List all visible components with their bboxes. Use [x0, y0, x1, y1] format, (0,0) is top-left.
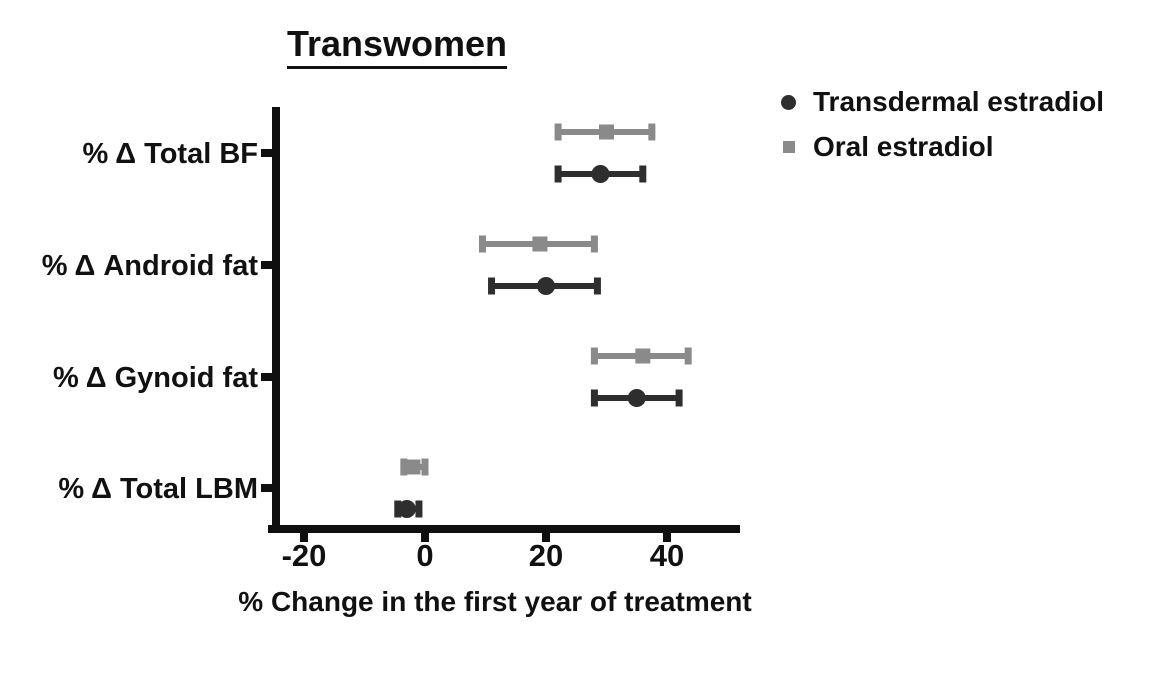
- y-tick: [261, 149, 272, 157]
- x-axis-line: [268, 525, 740, 533]
- square-marker-icon: [635, 348, 651, 364]
- x-tick: [421, 533, 429, 542]
- legend-item-oral: Oral estradiol: [781, 131, 1104, 162]
- x-tick-label: 0: [416, 538, 433, 573]
- square-marker-icon: [783, 141, 795, 153]
- chart-title-text: Transwomen: [286, 22, 508, 70]
- x-tick: [542, 533, 550, 542]
- y-tick: [261, 484, 272, 492]
- x-tick: [300, 533, 308, 542]
- square-marker-icon: [405, 459, 421, 475]
- category-label: % Δ Gynoid fat: [53, 362, 258, 394]
- chart-title: Transwomen: [252, 22, 542, 70]
- square-marker-icon: [532, 236, 548, 252]
- circle-marker-icon: [397, 500, 416, 518]
- x-tick: [663, 533, 671, 542]
- legend-label: Oral estradiol: [813, 131, 994, 162]
- square-marker-icon: [599, 124, 614, 140]
- y-tick: [261, 373, 272, 381]
- circle-marker-icon: [781, 94, 796, 110]
- circle-marker-icon: [627, 389, 646, 407]
- x-tick-label: 20: [529, 538, 563, 573]
- category-label: % Δ Android fat: [42, 250, 259, 282]
- x-axis-label: % Change in the first year of treatment: [238, 586, 752, 617]
- legend-item-transdermal: Transdermal estradiol: [781, 86, 1105, 117]
- y-tick: [261, 261, 272, 269]
- category-label: % Δ Total BF: [82, 138, 258, 170]
- x-tick-label: -20: [282, 538, 327, 573]
- legend: Transdermal estradiol Oral estradiol: [781, 86, 1105, 177]
- circle-marker-icon: [591, 165, 610, 183]
- category-label: % Δ Total LBM: [58, 473, 258, 505]
- circle-marker-icon: [537, 277, 555, 295]
- legend-label: Transdermal estradiol: [813, 86, 1105, 117]
- x-tick-label: 40: [650, 538, 684, 573]
- y-axis-line: [272, 107, 280, 533]
